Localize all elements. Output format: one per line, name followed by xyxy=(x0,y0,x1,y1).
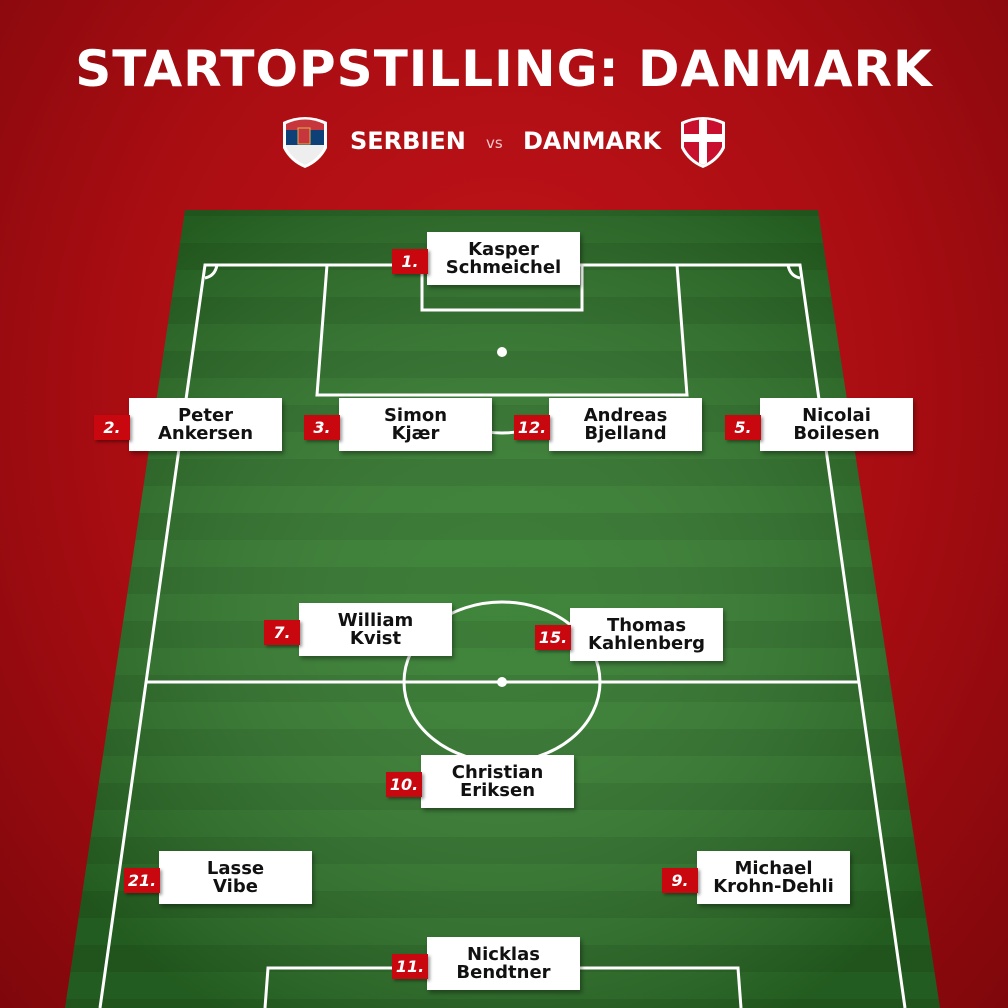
player-card: Andreas Bjelland xyxy=(549,398,702,451)
player-first-name: Michael xyxy=(734,857,813,879)
player-first-name: Kasper xyxy=(468,238,539,260)
player-number: 2. xyxy=(94,415,130,440)
player-last-name: Krohn-Dehli xyxy=(713,875,834,897)
player-card: Michael Krohn-Dehli xyxy=(697,851,850,904)
player-last-name: Ankersen xyxy=(157,422,254,444)
player-card: Nicklas Bendtner xyxy=(427,937,580,990)
player-number: 1. xyxy=(392,249,428,274)
player-first-name: Nicolai xyxy=(802,404,871,426)
player-last-name: Bendtner xyxy=(456,961,551,983)
player-card: William Kvist xyxy=(299,603,452,656)
player-card: Lasse Vibe xyxy=(159,851,312,904)
home-team: SERBIEN xyxy=(350,127,466,155)
player-last-name: Boilesen xyxy=(793,422,880,444)
player-last-name: Kahlenberg xyxy=(588,632,705,654)
player-last-name: Eriksen xyxy=(459,779,536,801)
player-number: 9. xyxy=(662,868,698,893)
player-first-name: William xyxy=(337,609,414,631)
player-card: Simon Kjær xyxy=(339,398,492,451)
player-number: 7. xyxy=(264,620,300,645)
player-last-name: Kvist xyxy=(349,627,402,649)
away-team: DANMARK xyxy=(523,127,662,155)
player-card: Kasper Schmeichel xyxy=(427,232,580,285)
player-first-name: Simon xyxy=(383,404,448,426)
denmark-shield xyxy=(681,117,725,168)
player-first-name: Christian xyxy=(451,761,544,783)
player-number: 10. xyxy=(386,772,422,797)
player-number: 3. xyxy=(304,415,340,440)
player-card: Thomas Kahlenberg xyxy=(570,608,723,661)
player-number: 21. xyxy=(124,868,160,893)
title: STARTOPSTILLING: DANMARK xyxy=(75,40,933,98)
player-last-name: Schmeichel xyxy=(445,256,562,278)
player-first-name: Peter xyxy=(177,404,234,426)
player-number: 12. xyxy=(514,415,550,440)
player-card: Peter Ankersen xyxy=(129,398,282,451)
player-first-name: Andreas xyxy=(583,404,668,426)
player-last-name: Vibe xyxy=(213,875,258,897)
player-number: 5. xyxy=(725,415,761,440)
player-number: 15. xyxy=(535,625,571,650)
serbia-shield xyxy=(283,117,327,168)
player-card: Nicolai Boilesen xyxy=(760,398,913,451)
player-number: 11. xyxy=(392,954,428,979)
player-first-name: Thomas xyxy=(606,614,687,636)
player-first-name: Lasse xyxy=(206,857,265,879)
player-first-name: Nicklas xyxy=(467,943,540,965)
player-card: Christian Eriksen xyxy=(421,755,574,808)
vs: VS xyxy=(486,134,503,152)
player-last-name: Kjær xyxy=(391,422,440,444)
player-last-name: Bjelland xyxy=(584,422,667,444)
